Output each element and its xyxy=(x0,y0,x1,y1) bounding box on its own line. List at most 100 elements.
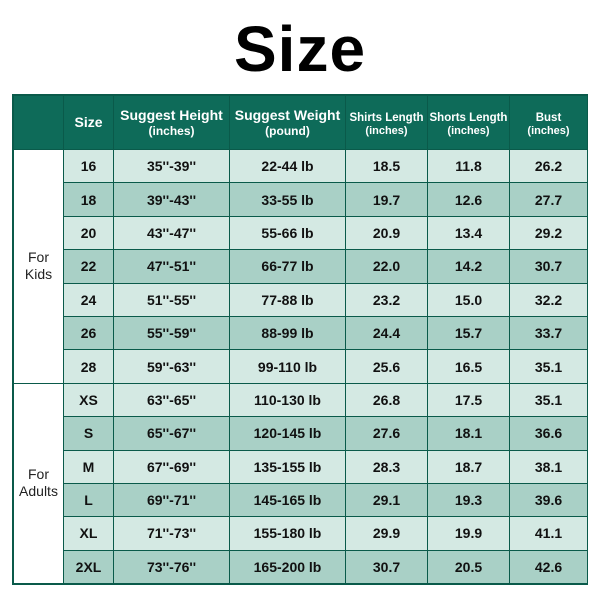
cell-shirts: 19.7 xyxy=(346,183,428,216)
cell-weight: 165-200 lb xyxy=(230,550,346,583)
table-row: ForKids1635''-39''22-44 lb18.511.826.2 xyxy=(14,150,588,183)
cell-shirts: 20.9 xyxy=(346,216,428,249)
table-row: ForAdultsXS63''-65''110-130 lb26.817.535… xyxy=(14,383,588,416)
cell-size: S xyxy=(64,417,114,450)
cell-shorts: 19.9 xyxy=(428,517,510,550)
cell-height: 71''-73'' xyxy=(114,517,230,550)
table-row: S65''-67''120-145 lb27.618.136.6 xyxy=(14,417,588,450)
cell-bust: 35.1 xyxy=(510,350,588,383)
cell-shorts: 11.8 xyxy=(428,150,510,183)
cell-shirts: 30.7 xyxy=(346,550,428,583)
header-size: Size xyxy=(64,96,114,150)
cell-size: 24 xyxy=(64,283,114,316)
cell-weight: 66-77 lb xyxy=(230,250,346,283)
cell-shirts: 18.5 xyxy=(346,150,428,183)
cell-bust: 41.1 xyxy=(510,517,588,550)
cell-size: 22 xyxy=(64,250,114,283)
cell-shorts: 18.7 xyxy=(428,450,510,483)
cell-height: 43''-47'' xyxy=(114,216,230,249)
cell-shorts: 17.5 xyxy=(428,383,510,416)
table-row: XL71''-73''155-180 lb29.919.941.1 xyxy=(14,517,588,550)
cell-height: 35''-39'' xyxy=(114,150,230,183)
header-row: Size Suggest Height(inches) Suggest Weig… xyxy=(14,96,588,150)
cell-shirts: 24.4 xyxy=(346,316,428,349)
table-row: 2451''-55''77-88 lb23.215.032.2 xyxy=(14,283,588,316)
header-weight: Suggest Weight(pound) xyxy=(230,96,346,150)
cell-weight: 155-180 lb xyxy=(230,517,346,550)
cell-weight: 120-145 lb xyxy=(230,417,346,450)
cell-height: 63''-65'' xyxy=(114,383,230,416)
cell-weight: 110-130 lb xyxy=(230,383,346,416)
cell-bust: 39.6 xyxy=(510,483,588,516)
table-row: 1839''-43''33-55 lb19.712.627.7 xyxy=(14,183,588,216)
cell-size: M xyxy=(64,450,114,483)
cell-size: XL xyxy=(64,517,114,550)
cell-shorts: 18.1 xyxy=(428,417,510,450)
size-table: Size Suggest Height(inches) Suggest Weig… xyxy=(13,95,588,584)
cell-shorts: 13.4 xyxy=(428,216,510,249)
cell-size: 28 xyxy=(64,350,114,383)
cell-bust: 26.2 xyxy=(510,150,588,183)
cell-weight: 88-99 lb xyxy=(230,316,346,349)
table-row: L69''-71''145-165 lb29.119.339.6 xyxy=(14,483,588,516)
cell-bust: 38.1 xyxy=(510,450,588,483)
cell-shorts: 16.5 xyxy=(428,350,510,383)
header-shirts: Shirts Length(inches) xyxy=(346,96,428,150)
cell-weight: 22-44 lb xyxy=(230,150,346,183)
group-adults: ForAdults xyxy=(14,383,64,583)
cell-bust: 29.2 xyxy=(510,216,588,249)
cell-shirts: 28.3 xyxy=(346,450,428,483)
table-row: 2043''-47''55-66 lb20.913.429.2 xyxy=(14,216,588,249)
cell-size: 20 xyxy=(64,216,114,249)
cell-height: 59''-63'' xyxy=(114,350,230,383)
cell-size: 16 xyxy=(64,150,114,183)
table-row: 2859''-63''99-110 lb25.616.535.1 xyxy=(14,350,588,383)
cell-shirts: 26.8 xyxy=(346,383,428,416)
cell-height: 69''-71'' xyxy=(114,483,230,516)
cell-weight: 77-88 lb xyxy=(230,283,346,316)
cell-height: 73''-76'' xyxy=(114,550,230,583)
size-table-body: ForKids1635''-39''22-44 lb18.511.826.218… xyxy=(14,150,588,584)
cell-height: 55''-59'' xyxy=(114,316,230,349)
cell-shorts: 15.7 xyxy=(428,316,510,349)
cell-shirts: 22.0 xyxy=(346,250,428,283)
table-row: 2655''-59''88-99 lb24.415.733.7 xyxy=(14,316,588,349)
header-group xyxy=(14,96,64,150)
cell-bust: 27.7 xyxy=(510,183,588,216)
cell-size: L xyxy=(64,483,114,516)
cell-shirts: 29.9 xyxy=(346,517,428,550)
cell-weight: 55-66 lb xyxy=(230,216,346,249)
page-title: Size xyxy=(234,12,366,86)
size-table-container: Size Suggest Height(inches) Suggest Weig… xyxy=(12,94,588,585)
group-kids: ForKids xyxy=(14,150,64,384)
cell-shorts: 12.6 xyxy=(428,183,510,216)
table-row: 2XL73''-76''165-200 lb30.720.542.6 xyxy=(14,550,588,583)
cell-bust: 33.7 xyxy=(510,316,588,349)
cell-shorts: 14.2 xyxy=(428,250,510,283)
cell-size: 26 xyxy=(64,316,114,349)
table-row: 2247''-51''66-77 lb22.014.230.7 xyxy=(14,250,588,283)
cell-weight: 145-165 lb xyxy=(230,483,346,516)
cell-shorts: 20.5 xyxy=(428,550,510,583)
cell-height: 65''-67'' xyxy=(114,417,230,450)
cell-bust: 30.7 xyxy=(510,250,588,283)
cell-height: 67''-69'' xyxy=(114,450,230,483)
cell-weight: 135-155 lb xyxy=(230,450,346,483)
header-shorts: Shorts Length(inches) xyxy=(428,96,510,150)
cell-bust: 36.6 xyxy=(510,417,588,450)
cell-size: 2XL xyxy=(64,550,114,583)
cell-weight: 33-55 lb xyxy=(230,183,346,216)
cell-size: 18 xyxy=(64,183,114,216)
cell-weight: 99-110 lb xyxy=(230,350,346,383)
cell-height: 51''-55'' xyxy=(114,283,230,316)
cell-size: XS xyxy=(64,383,114,416)
cell-shirts: 27.6 xyxy=(346,417,428,450)
table-row: M67''-69''135-155 lb28.318.738.1 xyxy=(14,450,588,483)
cell-shirts: 29.1 xyxy=(346,483,428,516)
header-bust: Bust(inches) xyxy=(510,96,588,150)
cell-height: 47''-51'' xyxy=(114,250,230,283)
cell-bust: 32.2 xyxy=(510,283,588,316)
cell-shirts: 23.2 xyxy=(346,283,428,316)
cell-shorts: 19.3 xyxy=(428,483,510,516)
header-height: Suggest Height(inches) xyxy=(114,96,230,150)
